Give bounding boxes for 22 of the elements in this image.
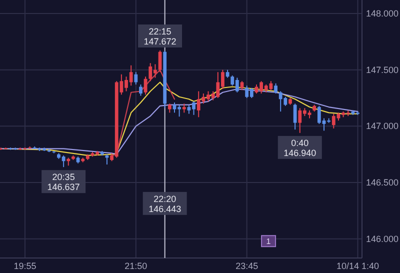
candlestick	[182, 103, 186, 114]
y-tick-label: 146.500	[366, 178, 399, 188]
annotation: 22:15 147.672	[144, 26, 176, 46]
annotation: 20:35 146.637	[47, 172, 80, 192]
y-tick-label: 148.000	[366, 8, 399, 19]
candlestick	[240, 80, 244, 91]
annotation: 22:20 146.443	[148, 194, 182, 214]
annotation: 1	[266, 237, 272, 246]
candlestick	[139, 84, 142, 96]
candlestick	[134, 72, 138, 85]
x-tick-label: 19:55	[14, 261, 36, 271]
y-tick-label: 147.000	[366, 121, 399, 132]
candlestick	[144, 76, 148, 96]
y-tick-label: 147.500	[366, 64, 399, 75]
y-tick-label: 146.000	[366, 234, 399, 244]
candlestick	[274, 82, 278, 94]
x-tick-label: 21:50	[124, 261, 148, 271]
candlestick	[168, 103, 172, 114]
annotation: 0:40 146.940	[284, 138, 316, 158]
x-tick-label: 23:45	[236, 261, 258, 271]
x-tick-label: 10/14 1:40	[336, 261, 380, 271]
candlestick	[293, 103, 297, 130]
